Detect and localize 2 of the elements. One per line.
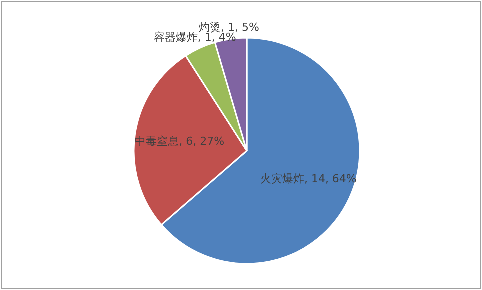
slice-label: 灼烫, 1, 5% [198,20,260,34]
slice-label: 中毒窒息, 6, 27% [135,134,225,148]
